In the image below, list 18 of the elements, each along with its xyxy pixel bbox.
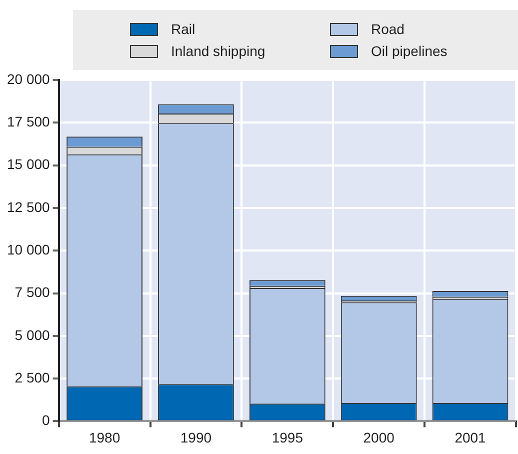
x-tick-label: 1990: [180, 429, 212, 446]
x-tick-label: 2000: [363, 429, 395, 446]
y-tick-label: 10 000: [6, 241, 50, 258]
x-tick-label: 1980: [88, 429, 120, 446]
legend-label: Inland shipping: [171, 43, 266, 59]
legend-label: Oil pipelines: [371, 43, 448, 59]
y-tick-label: 15 000: [6, 156, 50, 172]
y-tick-label: 2 500: [14, 369, 50, 386]
y-tick-label: 17 500: [6, 114, 50, 130]
legend-label: Rail: [171, 21, 196, 37]
y-tick-label: 20 000: [6, 70, 50, 87]
x-tick-label: 2001: [454, 429, 486, 446]
y-tick-label: 7 500: [14, 284, 50, 300]
y-tick-label: 12 500: [6, 198, 50, 215]
y-tick-label: 5 000: [14, 326, 50, 343]
y-tick-label: 0: [42, 412, 50, 428]
x-tick-label: 1995: [272, 429, 304, 446]
legend-label: Road: [371, 21, 404, 37]
